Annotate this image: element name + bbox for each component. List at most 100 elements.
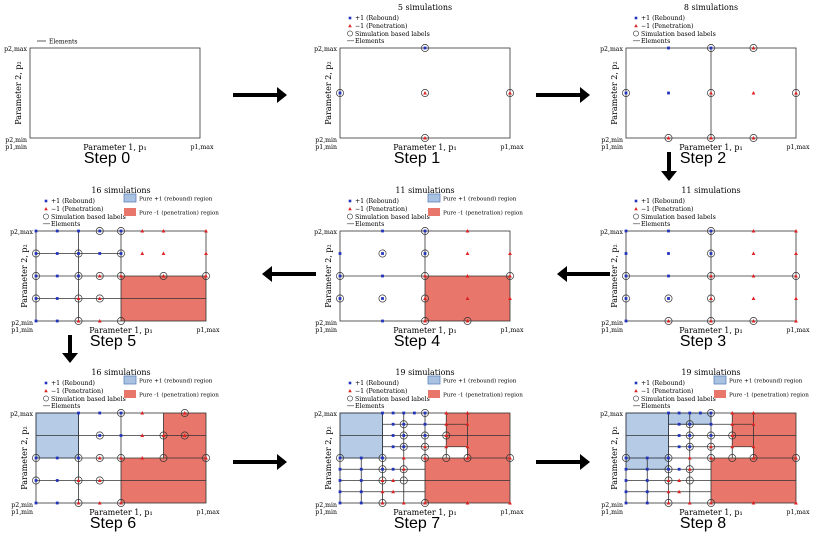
penetration-point: [182, 411, 187, 415]
simulation-circle: [707, 44, 715, 52]
legend-penetration-marker: [348, 207, 352, 211]
simulation-circle: [159, 431, 168, 440]
rebound-point: [119, 229, 123, 233]
legend-rebound-marker: [348, 199, 352, 203]
step-plot: 11 simulations +1 (Rebound)−1 (Penetratio…: [314, 186, 524, 335]
penetration-point: [687, 456, 692, 460]
rebound-point: [381, 252, 384, 255]
legend-pure-rebound-swatch: [427, 193, 441, 203]
penetration-point: [119, 274, 123, 278]
p1max-label: p1,max: [501, 327, 524, 334]
legend-elements-label: Elements: [355, 403, 384, 410]
penetration-point: [709, 444, 713, 449]
rebound-point: [677, 434, 681, 437]
legend-rebound-label: +1 (Rebound): [51, 380, 95, 387]
rebound-point: [667, 411, 670, 415]
legend-rebound-marker: [348, 381, 352, 385]
penetration-point: [751, 274, 756, 278]
rebound-point: [402, 445, 406, 449]
legend-pure-penetration-label: Pure -1 (penetration) region: [443, 210, 523, 217]
penetration-point: [97, 319, 102, 323]
legend-sim-label: Simulation based labels: [355, 214, 430, 221]
legend-penetration-marker: [44, 389, 48, 393]
rebound-point: [77, 456, 80, 460]
y-axis-label: Parameter 2, p₂: [20, 244, 29, 308]
rebound-point: [688, 445, 692, 449]
penetration-point: [751, 136, 756, 140]
penetration-point: [794, 456, 798, 460]
legend-sim-label: Simulation based labels: [51, 396, 126, 403]
rebound-point: [688, 422, 692, 426]
legend-pure-penetration-swatch: [124, 390, 136, 398]
rebound-point: [381, 319, 384, 323]
simulation-circle: [664, 465, 673, 474]
legend-rebound-marker: [348, 16, 352, 20]
penetration-point: [794, 274, 798, 278]
simulation-circle: [421, 409, 429, 417]
rebound-point: [338, 91, 342, 95]
simulation-circle: [622, 272, 630, 280]
penetration-point: [423, 136, 427, 140]
legend-elements-label: Elements: [51, 221, 80, 228]
legend-rebound-label: +1 (Rebound): [355, 15, 399, 22]
rebound-point: [709, 434, 713, 437]
rebound-point: [412, 411, 416, 415]
x-axis-label: Parameter 1, p₁: [393, 508, 457, 517]
penetration-point: [730, 411, 735, 415]
p1min-label: p1,min: [601, 144, 623, 151]
rebound-point: [667, 456, 670, 460]
p1min-label: p1,min: [601, 327, 623, 334]
penetration-point: [444, 444, 449, 449]
rebound-point: [55, 501, 59, 505]
penetration-point: [666, 319, 671, 323]
p2min-label: p2,min: [601, 137, 623, 144]
p2max-label: p2,max: [600, 229, 623, 236]
p2max-label: p2,max: [600, 46, 623, 53]
penetration-point: [666, 501, 671, 505]
penetration-point: [508, 296, 512, 300]
penetration-point: [465, 251, 470, 255]
rebound-point: [391, 445, 395, 449]
rebound-point: [55, 229, 59, 233]
step-plot: 16 simulations +1 (Rebound)−1 (Penetratio…: [10, 186, 220, 335]
penetration-point: [97, 296, 102, 300]
penetration-point: [423, 91, 427, 95]
penetration-point: [97, 456, 102, 460]
legend-rebound-label: +1 (Rebound): [355, 198, 399, 205]
rebound-point: [645, 467, 649, 471]
rebound-point: [667, 274, 670, 278]
simulation-circle: [707, 442, 715, 451]
rebound-point: [402, 411, 406, 415]
rebound-point: [423, 434, 427, 437]
rebound-point: [119, 252, 123, 255]
penetration-point: [677, 478, 682, 482]
y-axis-label: Parameter 2, p₂: [610, 426, 619, 490]
simulation-circle: [506, 89, 514, 97]
rebound-point: [402, 434, 406, 437]
step-panel-0: Elements p2,max p2,min p1,min p1,max Paramete…: [0, 0, 214, 170]
legend-sim-marker: [347, 30, 353, 37]
p1max-label: p1,max: [787, 144, 810, 151]
rebound-point: [423, 411, 427, 415]
rebound-point: [359, 501, 363, 505]
legend-rebound-label: +1 (Rebound): [355, 380, 399, 387]
simulation-circle: [442, 454, 451, 462]
arrowhead-left: [557, 266, 567, 282]
penetration-point: [119, 456, 123, 460]
y-axis-label: Parameter 2, p₂: [610, 61, 619, 125]
rebound-point: [624, 467, 628, 471]
step-label: Step 2: [679, 150, 727, 167]
simulation-circle: [421, 431, 429, 440]
legend-rebound-label: +1 (Rebound): [641, 198, 685, 205]
rebound-point: [688, 434, 692, 437]
simulation-circle: [749, 454, 758, 462]
penetration-point: [465, 444, 470, 449]
simulation-circle: [117, 249, 125, 258]
legend-rebound-label: +1 (Rebound): [641, 15, 685, 22]
rebound-point: [77, 229, 80, 233]
simulation-circle: [707, 409, 715, 417]
penetration-point: [730, 422, 735, 426]
legend-sim-marker: [43, 213, 49, 220]
simulation-circle: [749, 44, 758, 52]
simulation-circle: [463, 317, 472, 325]
